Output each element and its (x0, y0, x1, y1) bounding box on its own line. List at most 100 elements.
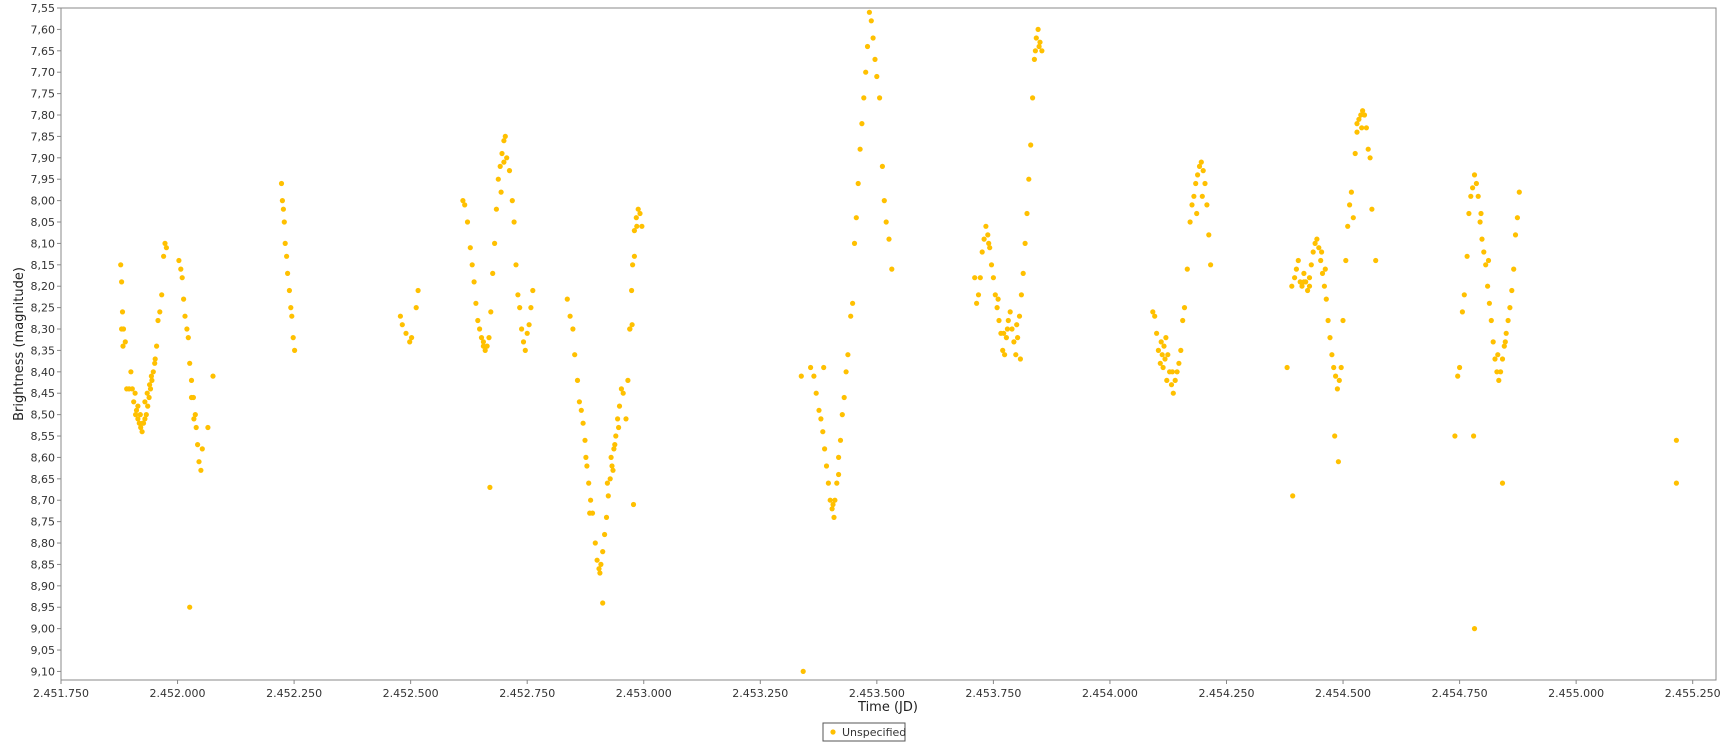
y-tick-label: 8,60 (31, 451, 56, 464)
data-point (142, 416, 148, 422)
data-point (1352, 150, 1358, 157)
data-point (985, 232, 991, 238)
data-point (1470, 185, 1476, 191)
legend-marker (830, 729, 836, 735)
data-point (1347, 202, 1353, 208)
data-point (868, 18, 874, 24)
data-point (583, 454, 589, 460)
data-point (192, 412, 198, 418)
data-point (1461, 292, 1467, 298)
data-point (486, 335, 492, 341)
data-point (288, 305, 294, 311)
data-point (1011, 339, 1017, 345)
data-point (1168, 382, 1175, 388)
data-point (1475, 193, 1481, 199)
data-point (820, 429, 826, 435)
data-point (866, 9, 873, 15)
data-point (1505, 317, 1511, 324)
data-point (1478, 210, 1484, 217)
data-point (118, 262, 124, 268)
y-tick-label: 7,65 (31, 45, 56, 58)
data-point (594, 557, 600, 563)
data-point (1316, 245, 1322, 251)
data-point (1165, 352, 1171, 358)
data-point (1363, 125, 1369, 131)
data-point (185, 335, 191, 341)
data-point (138, 424, 144, 431)
data-point (1195, 172, 1201, 178)
data-point (1200, 168, 1206, 174)
x-tick-label: 2.452.000 (150, 687, 206, 700)
data-point (1319, 249, 1325, 255)
data-point (596, 566, 602, 572)
data-point (143, 412, 149, 418)
data-point (281, 219, 287, 225)
data-point (191, 416, 197, 422)
data-point (813, 390, 819, 396)
data-point (1292, 275, 1298, 281)
y-tick-label: 8,70 (31, 494, 56, 507)
data-point (1468, 193, 1474, 199)
y-tick-label: 8,45 (31, 387, 56, 400)
data-point (475, 317, 481, 324)
data-point (616, 403, 623, 409)
data-point (1369, 206, 1375, 212)
data-point (834, 480, 840, 486)
data-point (1181, 305, 1188, 311)
data-point (1452, 433, 1458, 439)
data-point (604, 480, 611, 486)
data-point (1033, 35, 1039, 41)
data-point (827, 497, 833, 503)
data-point (572, 352, 578, 358)
data-point (1503, 330, 1509, 336)
data-point (478, 335, 485, 341)
data-point (195, 442, 201, 448)
data-point (1319, 270, 1326, 276)
data-point (877, 95, 883, 101)
data-point (506, 168, 513, 174)
x-tick-label: 2.452.250 (266, 687, 322, 700)
data-point (1457, 364, 1463, 371)
data-point (981, 236, 987, 242)
data-point (1004, 326, 1011, 332)
data-point (520, 339, 527, 345)
data-point (811, 373, 817, 379)
data-point (845, 352, 851, 358)
data-point (495, 176, 501, 182)
data-point (1184, 266, 1190, 272)
data-point (519, 326, 525, 332)
data-point (821, 364, 827, 371)
data-point (128, 369, 134, 375)
data-point (511, 219, 517, 225)
data-point (1152, 313, 1158, 319)
data-point (582, 437, 588, 443)
data-point (879, 163, 886, 169)
data-point (633, 215, 639, 221)
data-point (1000, 347, 1006, 353)
data-point (1164, 377, 1170, 383)
data-point (584, 463, 590, 469)
data-point (1499, 480, 1506, 486)
y-tick-label: 8,65 (31, 473, 56, 486)
data-point (1477, 219, 1483, 225)
data-point (630, 262, 636, 268)
data-point (477, 326, 483, 332)
y-tick-label: 8,20 (31, 280, 56, 293)
data-point (1189, 202, 1195, 208)
data-point (278, 180, 285, 187)
data-point (504, 155, 510, 161)
data-point (122, 339, 128, 345)
data-point (823, 463, 830, 469)
data-point (1498, 369, 1504, 375)
data-point (818, 416, 824, 422)
data-point (196, 459, 202, 465)
data-point (1009, 326, 1015, 332)
data-point (605, 493, 611, 499)
data-point (1483, 262, 1489, 268)
data-point (1321, 283, 1327, 289)
data-point (140, 420, 146, 426)
y-tick-label: 9,00 (31, 623, 56, 636)
data-point (1348, 189, 1354, 195)
data-point (1014, 322, 1020, 328)
